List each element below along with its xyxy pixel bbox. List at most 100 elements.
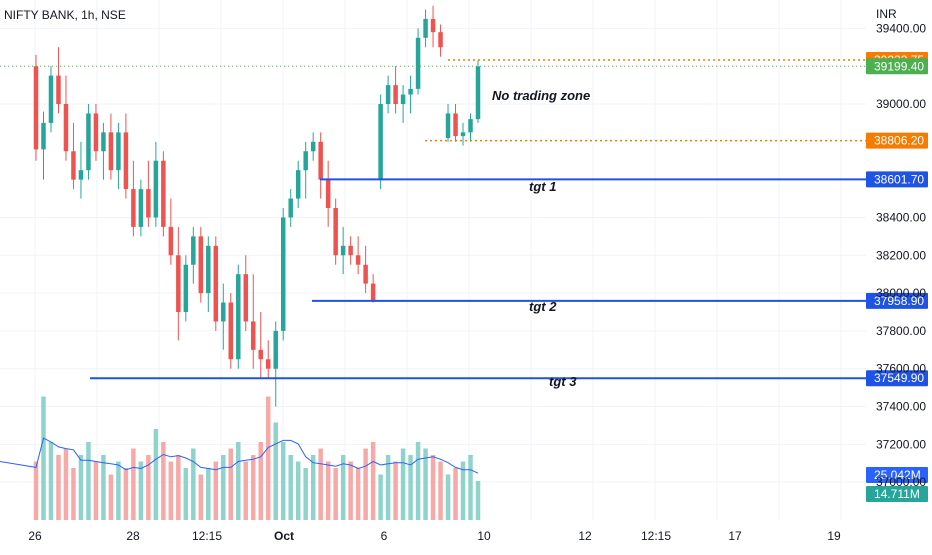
candle-body [191,236,196,265]
candle-body [33,66,39,150]
candle-body [385,85,391,104]
volume-bar [453,468,458,520]
volume-bar [123,468,129,520]
price-badge-text-tgt2: 37958.90 [874,294,924,308]
candle-body [108,132,114,171]
candle-body [41,122,46,150]
tgt1-label: tgt 1 [529,179,556,194]
volume-bar [460,461,466,520]
volume-bar [146,455,151,520]
volume-bar [183,468,189,520]
candle-body [183,264,189,312]
candle-body [453,113,458,137]
price-tick-label: 38000.00 [876,286,926,300]
price-tick-label: 38200.00 [876,248,926,262]
volume-bar [228,448,234,520]
candle-body [318,141,323,180]
candle-body [161,160,166,227]
price-badge-tgt1 [866,171,928,188]
price-tick-label: 37600.00 [876,362,926,376]
candle-body [303,151,308,171]
volume-bar [363,448,368,520]
currency-label: INR [876,7,897,21]
price-tick-label: 37400.00 [876,400,926,414]
candle-body [168,226,174,256]
price-tick-label: 37200.00 [876,437,926,451]
volume-bar [385,455,391,520]
volume-bar [153,429,159,520]
volume-bars [33,396,481,520]
time-tick-label: 17 [728,529,742,543]
candle-body [400,94,406,104]
volume-bar [348,461,353,520]
candle-body [228,302,234,360]
candle-body [378,104,383,180]
candle-body [146,189,151,218]
candle-body [93,113,99,152]
tgt3-label: tgt 3 [549,374,577,389]
price-axis[interactable]: 39400.00 39000.00 38400.00 38200.00 38000.00… [876,21,926,489]
time-tick-label: 6 [381,529,388,543]
time-tick-label: 12:15 [641,529,671,543]
volume-bar [198,474,204,520]
price-badge-current [866,58,928,75]
volume-bar [131,448,136,520]
volume-bar [408,455,413,520]
price-tick-label: 37800.00 [876,324,926,338]
volume-bar [288,455,293,520]
candle-body [236,274,241,360]
candle-body [438,32,443,48]
no-trading-zone-label: No trading zone [492,88,590,103]
price-badge-text-current: 39199.40 [874,59,924,73]
candle-body [273,330,278,369]
volume-bar [86,442,91,520]
volume-bar [138,461,144,520]
volume-ma-line [0,437,479,474]
time-tick-label: 19 [827,529,841,543]
candle-body [348,245,353,256]
candle-body [176,255,181,312]
volume-badge [866,486,928,502]
volume-bar [221,455,226,520]
volume-bar [423,448,428,520]
candle-body [78,170,84,180]
candle-body [153,160,159,218]
volume-badge-text: 14.711M [874,487,920,501]
candle-body [251,321,256,350]
candle-body [310,141,316,152]
candle-body [408,88,413,95]
volume-bar [176,455,181,520]
candle-body [333,208,338,256]
volume-bar [325,461,331,520]
chart-title: NIFTY BANK, 1h, NSE [4,8,126,22]
candle-body [131,189,136,227]
volume-bar [468,455,473,520]
volume-bar [258,442,263,520]
volume-bar [101,455,106,520]
price-badge-tgt3 [866,370,928,387]
volume-bar [340,455,346,520]
price-badge-orange-lower [866,132,928,149]
price-tick-label: 37000.00 [876,475,926,489]
volume-bar [41,396,46,520]
volume-bar [393,461,398,520]
volume-bar [33,461,39,520]
volume-badge [866,467,928,483]
volume-bar [71,468,76,520]
candle-body [56,75,61,104]
volume-bar [116,461,121,520]
candle-body [213,245,219,322]
time-axis[interactable]: 26 28 12:15 Oct 6 10 12 12:15 17 19 [28,529,841,543]
candle-body [48,75,54,123]
candle-body [370,283,376,301]
candle-body [423,18,428,38]
time-tick-label: 12:15 [192,529,222,543]
price-tick-label: 38400.00 [876,210,926,224]
time-tick-label: 28 [126,529,140,543]
candle-body [363,264,368,284]
volume-bar [445,474,451,520]
volume-bar [355,468,361,520]
candle-body [206,245,211,294]
